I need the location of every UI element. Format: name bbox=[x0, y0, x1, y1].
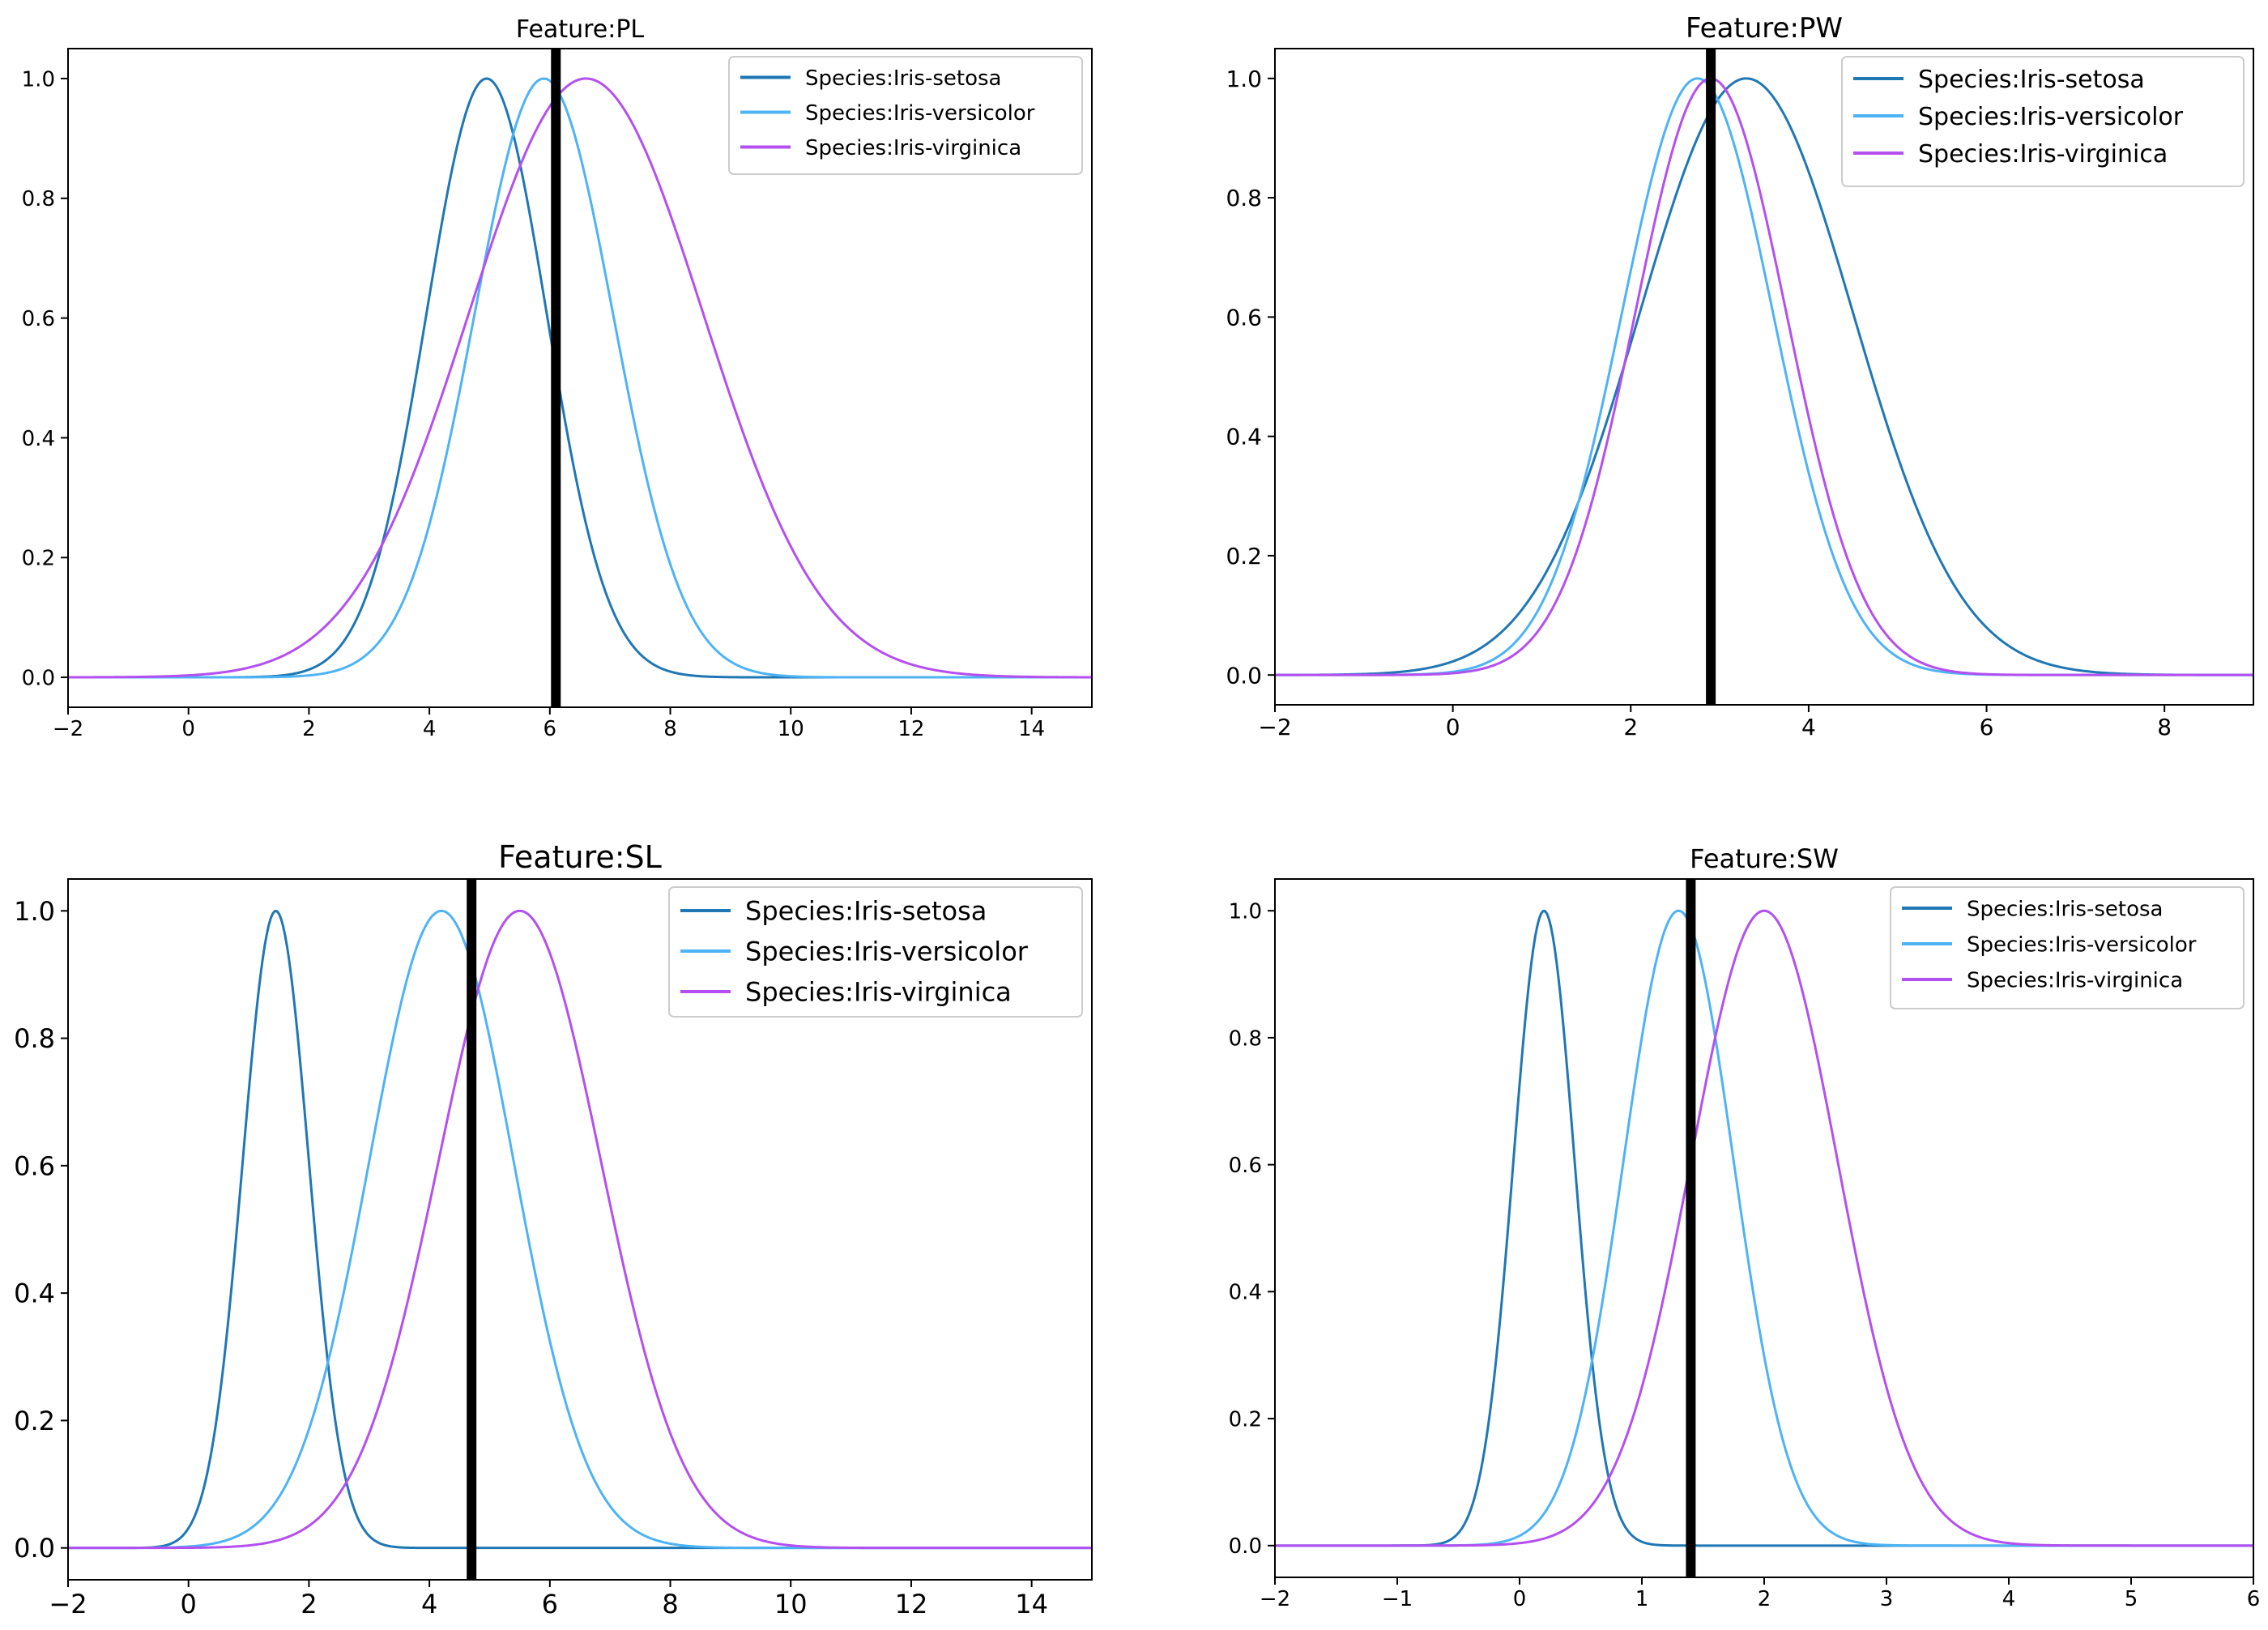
x-tick-label: 14 bbox=[1018, 717, 1045, 741]
y-tick-label: 0.2 bbox=[1229, 1407, 1262, 1432]
x-tick-label: 6 bbox=[544, 717, 557, 741]
x-tick-label: 10 bbox=[778, 717, 804, 741]
legend: Species:Iris-setosa Species:Iris-versicol… bbox=[1841, 56, 2245, 187]
x-tick-label: 6 bbox=[1980, 714, 1994, 740]
legend-label: Species:Iris-versicolor bbox=[1967, 932, 2197, 957]
legend-label: Species:Iris-setosa bbox=[745, 896, 987, 927]
y-tick-label: 0.2 bbox=[1226, 543, 1262, 570]
y-tick-label: 1.0 bbox=[14, 896, 55, 927]
x-tick-label: 0 bbox=[1446, 714, 1460, 740]
y-tick-label: 0.4 bbox=[1229, 1281, 1262, 1305]
legend-label: Species:Iris-setosa bbox=[1967, 897, 2163, 921]
y-tick-label: 1.0 bbox=[1229, 900, 1262, 924]
x-tick-label: 2 bbox=[302, 717, 316, 741]
legend: Species:Iris-setosa Species:Iris-versicol… bbox=[728, 56, 1083, 175]
y-tick-label: 0.8 bbox=[1226, 185, 1262, 211]
legend-label: Species:Iris-setosa bbox=[805, 66, 1001, 91]
y-tick-label: 0.0 bbox=[14, 1533, 55, 1564]
x-tick-label: 3 bbox=[1880, 1587, 1894, 1611]
y-tick-label: 0.6 bbox=[14, 1150, 55, 1181]
x-tick-label: 10 bbox=[774, 1589, 808, 1619]
y-tick-label: 0.6 bbox=[22, 307, 55, 331]
x-tick-label: −2 bbox=[53, 717, 83, 741]
x-tick-label: 8 bbox=[2157, 714, 2172, 740]
y-tick-label: 0.4 bbox=[14, 1278, 55, 1309]
legend: Species:Iris-setosa Species:Iris-versicol… bbox=[668, 886, 1083, 1018]
x-tick-label: 8 bbox=[662, 1589, 678, 1619]
legend-box bbox=[1890, 886, 2245, 1009]
chart-title: Feature:PW bbox=[1686, 12, 1843, 45]
y-tick-label: 0.0 bbox=[1229, 1534, 1262, 1559]
series-line-iris-setosa bbox=[1275, 77, 2253, 676]
y-tick-label: 0.0 bbox=[1226, 662, 1262, 689]
y-tick-label: 0.2 bbox=[14, 1406, 55, 1436]
x-tick-label: 4 bbox=[423, 717, 437, 741]
y-tick-label: 0.4 bbox=[22, 427, 55, 451]
x-tick-label: 12 bbox=[897, 717, 924, 741]
series-lines bbox=[68, 909, 1092, 1550]
x-tick-label: 4 bbox=[421, 1589, 437, 1619]
x-tick-label: 0 bbox=[181, 1589, 197, 1619]
series-lines bbox=[1275, 77, 2253, 676]
axes-frame bbox=[1274, 48, 2254, 706]
y-tick-label: 0.6 bbox=[1226, 304, 1262, 331]
x-tick-label: 12 bbox=[895, 1589, 928, 1619]
series-lines bbox=[68, 77, 1092, 679]
series-line-iris-versicolor bbox=[68, 77, 1092, 679]
legend-label: Species:Iris-virginica bbox=[745, 977, 1012, 1008]
chart-panel-3: Feature:SL −2 0 2 4 6 8 10 12 14 0.0 0.2 0.4 0.6 0.8 1.… bbox=[14, 839, 1093, 1619]
x-tick-label: 2 bbox=[301, 1589, 317, 1619]
x-tick-label: −2 bbox=[49, 1589, 87, 1619]
series-line-iris-virginica bbox=[1275, 77, 2253, 676]
axes-frame bbox=[67, 48, 1093, 708]
x-tick-label: −2 bbox=[1260, 1587, 1290, 1611]
chart-title: Feature:PL bbox=[516, 15, 645, 44]
x-tick-label: 8 bbox=[663, 717, 677, 741]
legend-label: Species:Iris-versicolor bbox=[805, 101, 1035, 126]
x-tick-label: 6 bbox=[2247, 1587, 2261, 1611]
chart-title: Feature:SW bbox=[1690, 843, 1839, 874]
y-tick-label: 0.8 bbox=[22, 187, 55, 211]
chart-panel-2: Feature:PW −2 0 2 4 6 8 0.0 0.2 0.4 0.6 0.8 1.0 Speci… bbox=[1226, 12, 2254, 740]
series-line-iris-virginica bbox=[68, 77, 1092, 679]
y-tick-label: 0.8 bbox=[14, 1023, 55, 1054]
y-tick-label: 0.8 bbox=[1229, 1026, 1262, 1051]
legend-box bbox=[1841, 56, 2245, 187]
x-tick-label: 6 bbox=[542, 1589, 558, 1619]
x-tick-label: 14 bbox=[1015, 1589, 1048, 1619]
series-line-iris-virginica bbox=[68, 909, 1092, 1550]
x-tick-label: −2 bbox=[1258, 714, 1291, 740]
chart-title: Feature:SL bbox=[498, 839, 662, 875]
y-tick-label: 0.6 bbox=[1229, 1154, 1262, 1178]
y-tick-label: 1.0 bbox=[1226, 66, 1262, 92]
x-tick-label: 4 bbox=[2002, 1587, 2016, 1611]
legend-label: Species:Iris-virginica bbox=[1918, 140, 2168, 169]
x-tick-label: 4 bbox=[1801, 714, 1816, 740]
legend-label: Species:Iris-setosa bbox=[1918, 66, 2145, 94]
x-tick-label: 2 bbox=[1623, 714, 1638, 740]
axes-frame bbox=[67, 878, 1093, 1581]
series-lines bbox=[1275, 909, 2253, 1547]
chart-panel-1: Feature:PL −2 0 2 4 6 8 10 12 14 0.0 0.2 0.4 0.6 0.8 1.… bbox=[22, 15, 1093, 741]
legend: Species:Iris-setosa Species:Iris-versicol… bbox=[1890, 886, 2245, 1009]
x-tick-label: 5 bbox=[2125, 1587, 2138, 1611]
y-tick-label: 1.0 bbox=[22, 67, 55, 92]
x-tick-label: 2 bbox=[1758, 1587, 1771, 1611]
legend-label: Species:Iris-versicolor bbox=[1918, 103, 2184, 131]
legend-box bbox=[668, 886, 1083, 1018]
x-tick-label: 1 bbox=[1635, 1587, 1649, 1611]
x-tick-label: 0 bbox=[181, 717, 195, 741]
y-tick-label: 0.2 bbox=[22, 547, 55, 571]
series-line-iris-virginica bbox=[1275, 909, 2253, 1547]
y-tick-label: 0.0 bbox=[22, 666, 55, 690]
legend-label: Species:Iris-virginica bbox=[1967, 968, 2183, 992]
y-tick-label: 0.4 bbox=[1226, 424, 1262, 450]
legend-box bbox=[728, 56, 1083, 175]
x-tick-label: 0 bbox=[1513, 1587, 1527, 1611]
legend-label: Species:Iris-virginica bbox=[805, 136, 1021, 160]
x-tick-label: −1 bbox=[1382, 1587, 1413, 1611]
legend-label: Species:Iris-versicolor bbox=[745, 937, 1029, 967]
chart-panel-4: Feature:SW −2 −1 0 1 2 3 4 5 6 0.0 0.2 0.4 0.6 0.8 1.0 S… bbox=[1229, 843, 2261, 1611]
